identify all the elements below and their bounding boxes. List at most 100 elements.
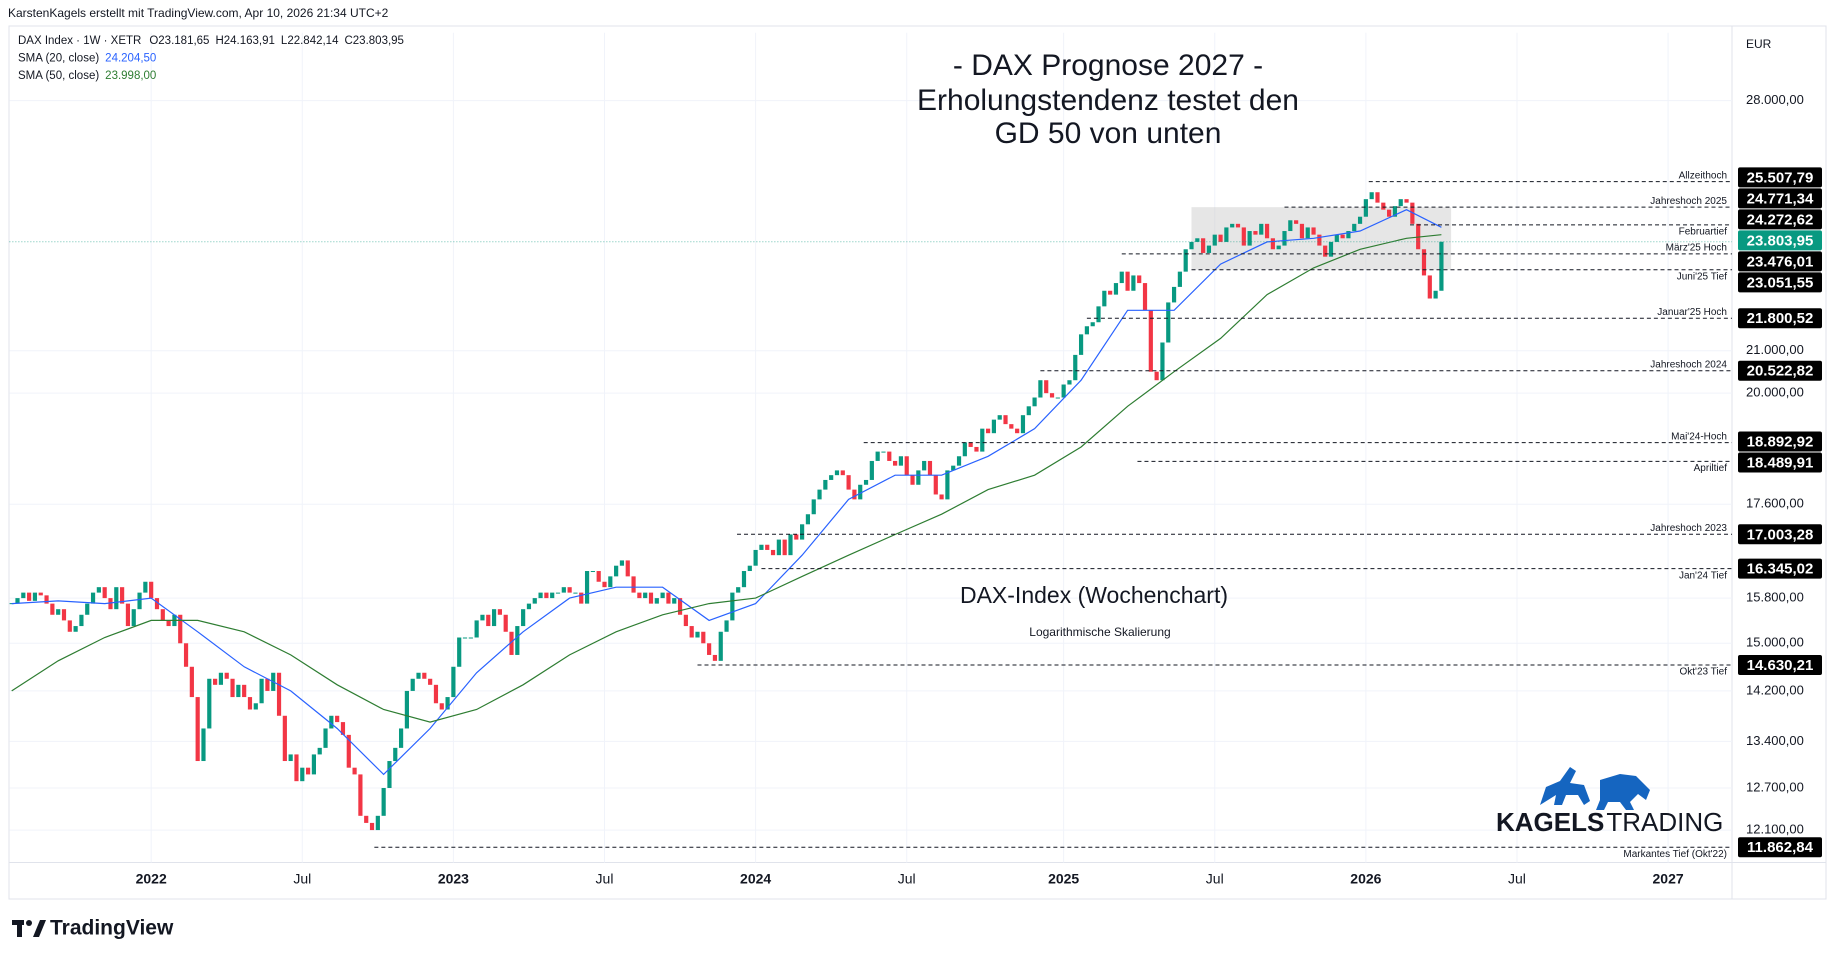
candle-body <box>21 592 26 599</box>
candle-body <box>707 643 712 655</box>
candle-body <box>1311 227 1316 235</box>
price-badge-label: 17.003,28 <box>1747 526 1814 543</box>
candle-body <box>369 822 375 831</box>
candle-body <box>1253 231 1258 235</box>
title-line: GD 50 von unten <box>995 117 1222 150</box>
candle-body <box>927 460 933 476</box>
candle-body <box>643 592 648 599</box>
candle-body <box>462 637 468 639</box>
frame <box>8 25 1827 900</box>
candle-body <box>747 565 752 572</box>
candle-body <box>695 631 700 638</box>
candle-body <box>1148 310 1153 372</box>
candle-body <box>887 451 892 461</box>
y-tick-label: 12.100,00 <box>1746 822 1804 837</box>
y-tick-label: 21.000,00 <box>1746 342 1804 357</box>
candle-body <box>329 715 334 729</box>
candle-body <box>1421 249 1427 276</box>
candle-body <box>1067 380 1072 385</box>
candle-body <box>1270 238 1275 250</box>
candle-body <box>985 428 991 434</box>
y-tick-label: 17.600,00 <box>1746 496 1804 511</box>
candle-body <box>346 734 351 768</box>
candle-body <box>189 666 194 698</box>
candle-body <box>509 631 514 655</box>
candle-body <box>224 672 229 679</box>
candle-body <box>247 697 253 710</box>
candle-body <box>178 614 183 644</box>
candle-body <box>253 703 258 710</box>
candle-body <box>1241 227 1246 246</box>
candle-body <box>1369 192 1374 200</box>
candle-body <box>666 592 671 604</box>
candle-body <box>805 514 811 525</box>
candle-body <box>294 754 299 782</box>
candle-body <box>154 598 160 610</box>
candle-body <box>1113 283 1119 295</box>
candle-body <box>1299 223 1305 239</box>
candle-body <box>131 609 136 627</box>
level-label: Apriltief <box>1694 463 1728 474</box>
candle-body <box>1235 223 1241 228</box>
candle-body <box>1212 234 1217 246</box>
candle-body <box>1282 231 1287 246</box>
price-badge <box>1738 524 1822 545</box>
candle-body <box>85 603 90 615</box>
candle-body <box>96 587 101 593</box>
candle-body <box>201 728 206 762</box>
candle-body <box>683 614 688 627</box>
candle-body <box>317 747 322 755</box>
candle-body <box>480 614 485 621</box>
price-badge <box>1738 230 1822 251</box>
candle-body <box>468 637 473 639</box>
price-badge <box>1738 558 1822 579</box>
candle-body <box>120 587 125 604</box>
y-tick-label: 15.000,00 <box>1746 635 1804 650</box>
candle-body <box>863 479 869 485</box>
candle-body <box>398 728 404 748</box>
candle-body <box>387 761 392 788</box>
candle-body <box>56 609 61 615</box>
candle-body <box>590 571 595 573</box>
candle-body <box>457 637 462 667</box>
candle-body <box>137 592 142 610</box>
price-badge <box>1738 837 1822 858</box>
candle-body <box>515 626 520 655</box>
price-badge <box>1738 251 1822 272</box>
candle-body <box>1427 275 1432 299</box>
candle-body <box>852 489 857 500</box>
title-line: Erholungstendenz testet den <box>917 84 1299 117</box>
sma-line <box>11 209 1442 776</box>
candle-body <box>840 470 845 476</box>
candle-body <box>584 571 590 604</box>
footer-brand: TradingView <box>50 917 174 940</box>
candle-body <box>991 419 996 434</box>
candle-body <box>974 446 979 452</box>
candle-body <box>1015 428 1020 434</box>
candle-body <box>596 571 601 582</box>
candle-body <box>736 587 741 593</box>
candle-body <box>521 609 526 627</box>
candle-body <box>433 684 439 704</box>
candle-body <box>416 672 421 679</box>
annotation: Logarithmische Skalierung <box>1029 625 1170 639</box>
x-tick-label: Jul <box>293 871 311 887</box>
candle-body <box>422 672 427 679</box>
candle-body <box>474 620 479 638</box>
candle-body <box>276 672 282 716</box>
candle-body <box>945 470 950 500</box>
candle-body <box>741 571 747 588</box>
candle-body <box>1195 238 1200 242</box>
candle-body <box>15 598 20 604</box>
candle-body <box>288 754 293 762</box>
candle-body <box>1078 334 1084 355</box>
candle-body <box>951 465 956 471</box>
candle-body <box>939 494 944 500</box>
candle-body <box>44 595 49 604</box>
legend-open: O23.181,65 <box>149 35 209 47</box>
legend-name: SMA (20, close) <box>18 53 99 65</box>
y-tick-label: 15.800,00 <box>1746 590 1804 605</box>
candle-body <box>579 592 584 604</box>
candle-body <box>544 592 549 599</box>
